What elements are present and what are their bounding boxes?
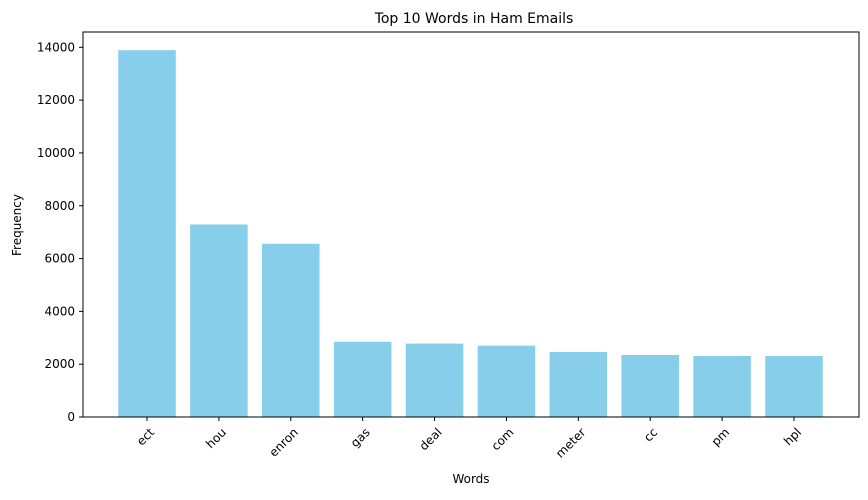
- bar-cc: [621, 354, 679, 417]
- x-tick-label: gas: [348, 425, 373, 450]
- bar-com: [477, 345, 536, 417]
- y-tick-label: 2000: [44, 357, 75, 371]
- x-tick-label: pm: [709, 425, 733, 449]
- bars-layer: [118, 50, 823, 418]
- y-tick-label: 12000: [37, 93, 75, 107]
- y-tick-label: 4000: [44, 304, 75, 318]
- chart-title: Top 10 Words in Ham Emails: [374, 11, 574, 27]
- x-tick-label: hou: [203, 425, 229, 451]
- x-tick-label: hpl: [781, 425, 804, 448]
- y-tick-label: 6000: [44, 252, 75, 266]
- y-tick-label: 8000: [44, 199, 75, 213]
- plot-frame: [82, 31, 860, 418]
- bar-ect: [118, 50, 176, 418]
- bar-pm: [693, 356, 751, 417]
- x-tick-label: enron: [267, 425, 301, 459]
- y-axis-label: Frequency: [10, 194, 24, 256]
- x-tick-label: deal: [417, 425, 445, 453]
- x-tick-label: ect: [134, 425, 157, 448]
- bar-hpl: [765, 356, 823, 417]
- bar-meter: [549, 352, 608, 417]
- x-tick-label: cc: [641, 425, 660, 444]
- x-tick-label: com: [489, 425, 517, 453]
- bar-hou: [190, 224, 248, 417]
- x-axis-ticks: ect hou enron gas deal com meter cc pm hpl: [134, 417, 804, 461]
- y-axis-ticks: 0 2000 4000 6000 8000 10000 12000 14000: [37, 40, 83, 424]
- bar-deal: [405, 343, 464, 417]
- bar-gas: [333, 341, 392, 417]
- x-tick-label: meter: [553, 425, 588, 460]
- y-tick-label: 10000: [37, 146, 75, 160]
- x-axis-label: Words: [452, 472, 489, 486]
- y-tick-label: 0: [67, 410, 75, 424]
- y-tick-label: 14000: [37, 40, 75, 54]
- bar-enron: [262, 243, 320, 417]
